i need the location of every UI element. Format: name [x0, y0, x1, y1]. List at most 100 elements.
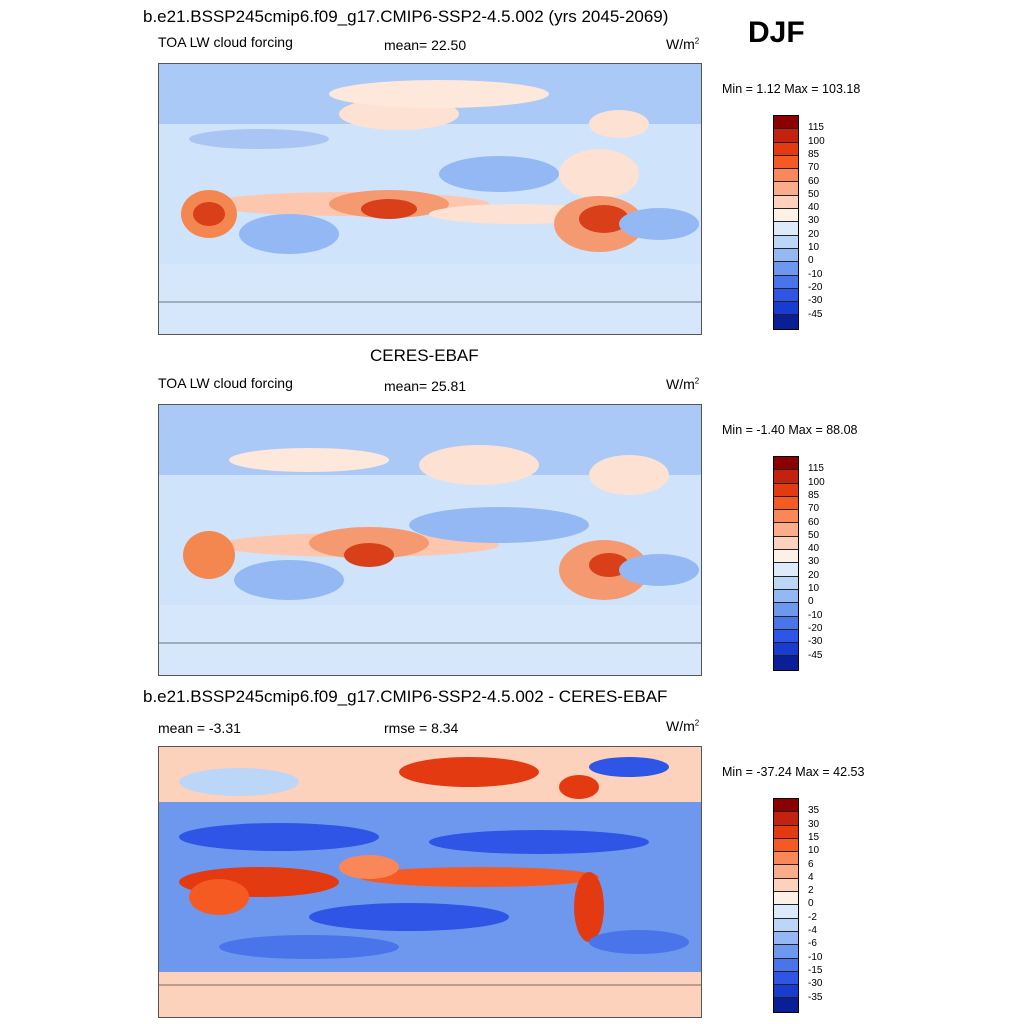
colorbar-swatch: [774, 799, 798, 813]
colorbar-swatch: [774, 248, 798, 263]
colorbar-tick-label: 2: [808, 885, 814, 897]
colorbar-swatch: [774, 905, 798, 919]
colorbar-swatch: [774, 496, 798, 511]
colorbar-swatch: [774, 892, 798, 906]
colorbar-swatch: [774, 288, 798, 303]
colorbar-tick-label: 40: [808, 543, 820, 555]
colorbar-swatch: [774, 155, 798, 170]
colorbar-tick-label: 10: [808, 845, 820, 857]
colorbar-swatch: [774, 550, 798, 564]
colorbar-tick-label: 85: [808, 489, 820, 501]
panel3-mean: mean = -3.31: [158, 720, 241, 736]
panel2-variable: TOA LW cloud forcing: [158, 375, 293, 391]
panel2-mean: mean= 25.81: [384, 378, 467, 394]
panel2-map-field: [159, 405, 701, 675]
colorbar-swatch: [774, 142, 798, 156]
colorbar-swatch: [774, 470, 798, 484]
colorbar-swatch: [774, 838, 798, 853]
colorbar-tick-label: 20: [808, 569, 820, 581]
panel3-map-field: [159, 747, 701, 1017]
colorbar-tick-label: 100: [808, 476, 825, 488]
colorbar-tick-label: 0: [808, 898, 814, 910]
panel3-map: [158, 746, 702, 1018]
colorbar-swatch: [774, 523, 798, 537]
colorbar-tick-label: 35: [808, 805, 820, 817]
colorbar-swatch: [774, 852, 798, 866]
colorbar-swatch: [774, 629, 798, 644]
colorbar-tick-label: 30: [808, 818, 820, 830]
colorbar-swatch: [774, 563, 798, 577]
panel2-title: CERES-EBAF: [370, 346, 479, 365]
colorbar-tick-label: -30: [808, 636, 823, 648]
colorbar-tick-label: 6: [808, 858, 814, 870]
colorbar-swatch: [774, 235, 798, 249]
colorbar-tick-label: -2: [808, 911, 817, 923]
colorbar-swatch: [774, 656, 798, 670]
colorbar-tick-label: 60: [808, 175, 820, 187]
panel1-map-field: [159, 64, 701, 334]
colorbar-swatch: [774, 603, 798, 617]
colorbar-tick-label: -10: [808, 609, 823, 621]
colorbar-tick-label: 30: [808, 215, 820, 227]
season-label: DJF: [748, 16, 805, 49]
colorbar-swatch: [774, 116, 798, 130]
colorbar-swatch: [774, 169, 798, 183]
colorbar-swatch: [774, 971, 798, 986]
colorbar-swatch: [774, 536, 798, 551]
panel1-minmax: Min = 1.12 Max = 103.18: [722, 82, 861, 96]
panel3-colorbar: [773, 798, 799, 1013]
colorbar-tick-label: 85: [808, 148, 820, 160]
colorbar-swatch: [774, 315, 798, 329]
colorbar-swatch: [774, 812, 798, 826]
colorbar-swatch: [774, 129, 798, 143]
colorbar-tick-label: 4: [808, 871, 814, 883]
colorbar-tick-label: 115: [808, 122, 824, 134]
colorbar-swatch: [774, 457, 798, 471]
panel1-title: b.e21.BSSP245cmip6.f09_g17.CMIP6-SSP2-4.…: [143, 7, 669, 26]
colorbar-tick-label: 10: [808, 242, 820, 253]
colorbar-swatch: [774, 918, 798, 932]
panel1-map: [158, 63, 702, 335]
colorbar-tick-label: -10: [808, 268, 823, 280]
colorbar-tick-label: 40: [808, 202, 820, 214]
colorbar-tick-label: 115: [808, 463, 824, 475]
colorbar-tick-label: 15: [808, 831, 820, 843]
colorbar-tick-label: -10: [808, 951, 823, 963]
colorbar-swatch: [774, 865, 798, 879]
colorbar-swatch: [774, 998, 798, 1012]
panel1-mean: mean= 22.50: [384, 37, 467, 53]
colorbar-swatch: [774, 182, 798, 196]
colorbar-swatch: [774, 209, 798, 223]
colorbar-tick-label: 70: [808, 162, 820, 174]
colorbar-swatch: [774, 483, 798, 497]
colorbar-tick-label: -4: [808, 925, 817, 936]
panel1-units: W/m2: [666, 36, 700, 52]
panel2-minmax: Min = -1.40 Max = 88.08: [722, 423, 858, 437]
colorbar-tick-label: -45: [808, 649, 823, 661]
panel3-minmax: Min = -37.24 Max = 42.53: [722, 765, 865, 779]
colorbar-swatch: [774, 222, 798, 236]
colorbar-swatch: [774, 275, 798, 289]
colorbar-tick-label: -20: [808, 281, 823, 293]
colorbar-swatch: [774, 958, 798, 972]
colorbar-tick-label: 0: [808, 255, 814, 267]
panel2-colorbar: [773, 456, 799, 671]
colorbar-tick-label: -35: [808, 991, 823, 1003]
colorbar-tick-label: -6: [808, 938, 817, 950]
colorbar-tick-label: 50: [808, 188, 820, 200]
colorbar-swatch: [774, 985, 798, 999]
colorbar-tick-label: -45: [808, 308, 823, 320]
colorbar-swatch: [774, 616, 798, 630]
colorbar-swatch: [774, 576, 798, 590]
panel3-title: b.e21.BSSP245cmip6.f09_g17.CMIP6-SSP2-4.…: [143, 687, 668, 706]
panel2-units: W/m2: [666, 376, 700, 392]
colorbar-tick-label: 20: [808, 228, 820, 240]
colorbar-tick-label: -20: [808, 622, 823, 634]
colorbar-tick-label: 30: [808, 556, 820, 568]
panel2-map: [158, 404, 702, 676]
colorbar-swatch: [774, 931, 798, 946]
colorbar-swatch: [774, 195, 798, 210]
colorbar-tick-label: 10: [808, 583, 820, 594]
colorbar-tick-label: -30: [808, 295, 823, 307]
colorbar-swatch: [774, 878, 798, 893]
